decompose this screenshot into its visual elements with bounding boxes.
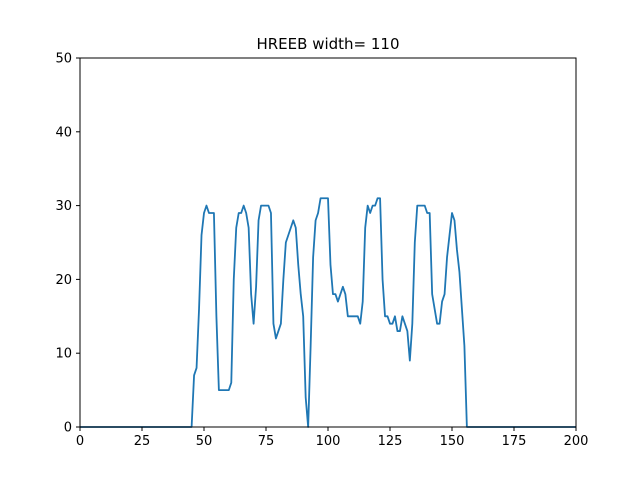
x-tick-label: 75 [258, 434, 275, 449]
x-tick-label: 200 [564, 434, 589, 449]
series-line-0 [80, 197, 576, 428]
x-tick-label: 100 [316, 434, 341, 449]
y-tick-label: 50 [55, 52, 72, 67]
y-tick-label: 10 [55, 347, 72, 362]
plot-frame [79, 57, 577, 428]
x-tick-label: 175 [502, 434, 527, 449]
x-tick-label: 25 [134, 434, 151, 449]
series-layer [80, 197, 576, 428]
y-axis: 0 10 20 30 40 50 [55, 52, 80, 436]
y-tick-label: 20 [55, 273, 72, 288]
x-tick-label: 0 [76, 434, 84, 449]
chart-title: HREEB width= 110 [256, 35, 399, 53]
plot-area [80, 58, 576, 427]
x-tick-label: 50 [196, 434, 213, 449]
x-tick-label: 125 [378, 434, 403, 449]
y-tick-label: 30 [55, 199, 72, 214]
x-axis: 0 25 50 75 100 125 150 175 200 [76, 427, 589, 449]
x-tick-label: 150 [440, 434, 465, 449]
y-tick-label: 0 [64, 421, 72, 436]
y-tick-label: 40 [55, 125, 72, 140]
